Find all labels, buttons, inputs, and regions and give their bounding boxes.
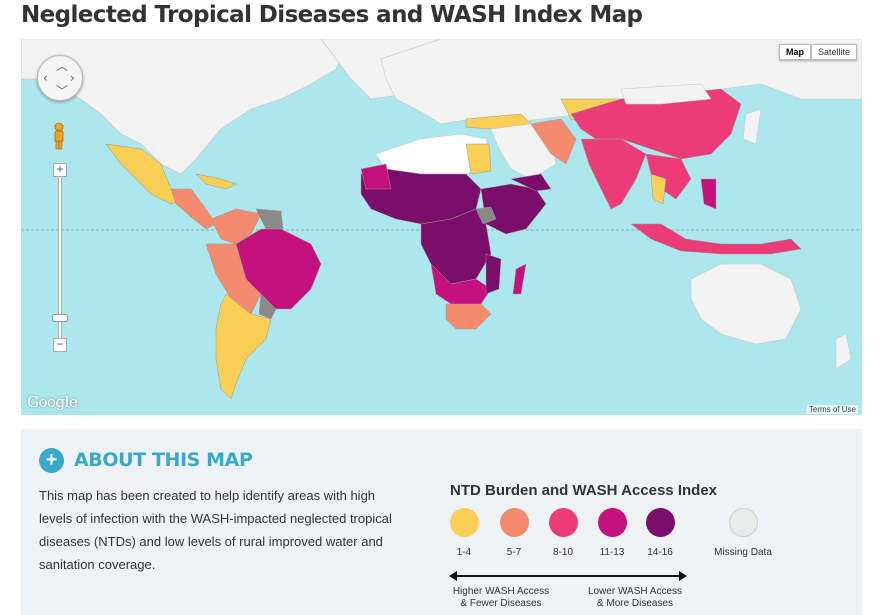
region-missing-africa <box>475 206 497 225</box>
map-type-satellite-button[interactable]: Satellite <box>810 44 857 60</box>
region-colombia-venezuela <box>210 208 262 245</box>
legend-label: 11-13 <box>599 547 625 558</box>
region-thailand <box>650 173 667 205</box>
pan-left-icon[interactable]: ‹ <box>43 71 48 85</box>
legend-item-missing-data: Missing Data <box>713 508 773 558</box>
legend-swatch <box>499 508 529 537</box>
region-new-zealand <box>835 333 852 370</box>
legend-item-8-10: 8-10 <box>533 508 593 558</box>
region-mongolia <box>620 83 712 105</box>
map-type-control[interactable]: Map Satellite <box>778 44 857 60</box>
legend-item-5-7: 5-7 <box>484 508 544 558</box>
region-central-america <box>170 188 217 230</box>
region-mozambique <box>485 253 502 295</box>
google-logo[interactable]: Google <box>27 393 78 411</box>
region-japan <box>742 108 762 145</box>
legend-scale-left-label: Higher WASH Access & Fewer Diseases <box>452 586 550 609</box>
legend-swatch <box>645 508 675 537</box>
legend-label: Missing Data <box>714 547 772 558</box>
region-mauritania <box>360 163 392 190</box>
region-guianas <box>255 208 284 230</box>
legend-swatch <box>548 508 578 537</box>
region-ethiopia-somalia <box>480 183 547 235</box>
zoom-out-button[interactable]: − <box>53 338 67 352</box>
zoom-slider-track[interactable] <box>58 177 62 338</box>
legend-scale-right-label: Lower WASH Access & More Diseases <box>587 586 683 609</box>
region-horn-yemen <box>510 173 552 192</box>
map-canvas[interactable]: ︿ ﹀ ‹ › + − Map Satellite Google Terms o… <box>21 39 862 415</box>
region-argentina-chile <box>215 293 272 400</box>
legend-label: 8-10 <box>552 547 573 558</box>
region-southern-africa <box>445 303 492 330</box>
region-india <box>580 138 647 210</box>
legend-scale-arrow <box>449 571 687 581</box>
about-description: This map has been created to help identi… <box>39 488 392 572</box>
region-caribbean <box>195 173 237 190</box>
pan-right-icon[interactable]: › <box>70 71 75 85</box>
pan-control-icon[interactable]: ︿ ﹀ ‹ › <box>37 55 83 101</box>
region-indonesia <box>630 223 802 255</box>
legend-item-1-4: 1-4 <box>434 508 494 558</box>
world-map[interactable] <box>21 39 862 415</box>
legend-item-14-16: 14-16 <box>630 508 690 558</box>
region-central-africa <box>420 208 492 285</box>
pegman-icon[interactable] <box>52 122 66 150</box>
region-iran <box>530 118 577 165</box>
legend-swatch <box>449 508 479 537</box>
pan-down-icon[interactable]: ﹀ <box>56 84 69 98</box>
region-peru-bolivia <box>205 243 262 315</box>
legend-swatch <box>728 508 758 537</box>
region-madagascar <box>512 263 527 295</box>
zoom-slider-thumb[interactable] <box>52 314 68 322</box>
legend-label: 14-16 <box>647 547 673 558</box>
pan-up-icon[interactable]: ︿ <box>56 59 69 73</box>
region-angola-zambia <box>430 263 492 305</box>
region-australia <box>690 263 802 345</box>
about-heading[interactable]: ABOUT THIS MAP <box>74 449 253 471</box>
about-panel: + ABOUT THIS MAP This map has been creat… <box>21 429 862 615</box>
legend-swatch <box>597 508 627 537</box>
legend-label: 5-7 <box>506 547 522 558</box>
region-philippines <box>700 178 717 210</box>
map-type-map-button[interactable]: Map <box>778 44 811 60</box>
zoom-in-button[interactable]: + <box>53 163 67 177</box>
legend-item-11-13: 11-13 <box>582 508 642 558</box>
terms-of-use-link[interactable]: Terms of Use <box>806 405 858 414</box>
plus-icon[interactable]: + <box>39 448 64 473</box>
legend-title: NTD Burden and WASH Access Index <box>450 482 717 499</box>
page-title: Neglected Tropical Diseases and WASH Ind… <box>21 2 643 28</box>
legend-label: 1-4 <box>456 547 472 558</box>
region-egypt <box>465 143 492 175</box>
